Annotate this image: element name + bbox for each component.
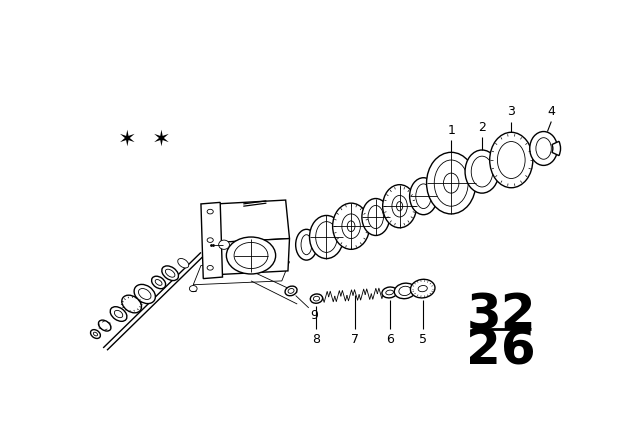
Text: 6: 6 — [386, 332, 394, 345]
Ellipse shape — [99, 320, 111, 331]
Polygon shape — [216, 200, 289, 242]
Ellipse shape — [310, 294, 323, 303]
Ellipse shape — [410, 178, 437, 215]
Ellipse shape — [362, 198, 390, 236]
Polygon shape — [193, 262, 289, 285]
Ellipse shape — [138, 289, 151, 300]
Text: 32: 32 — [467, 292, 536, 340]
Ellipse shape — [310, 215, 344, 258]
Text: 2: 2 — [478, 121, 486, 134]
Ellipse shape — [296, 229, 317, 260]
Ellipse shape — [490, 132, 533, 188]
Text: 1: 1 — [447, 124, 455, 137]
Ellipse shape — [444, 173, 459, 193]
Ellipse shape — [219, 240, 230, 250]
Ellipse shape — [427, 152, 476, 214]
Wedge shape — [552, 141, 561, 155]
Ellipse shape — [416, 184, 431, 208]
Ellipse shape — [314, 296, 319, 301]
Ellipse shape — [165, 269, 175, 277]
Ellipse shape — [134, 284, 156, 304]
Text: ✶  ✶: ✶ ✶ — [118, 130, 171, 150]
Ellipse shape — [536, 138, 551, 159]
Ellipse shape — [333, 203, 369, 250]
Ellipse shape — [316, 222, 337, 252]
Ellipse shape — [162, 266, 179, 280]
Ellipse shape — [110, 307, 127, 321]
Ellipse shape — [342, 214, 360, 238]
Ellipse shape — [435, 160, 468, 206]
Ellipse shape — [383, 185, 417, 228]
Ellipse shape — [207, 238, 213, 242]
Text: 5: 5 — [419, 332, 427, 345]
Ellipse shape — [178, 258, 189, 268]
Ellipse shape — [382, 287, 397, 298]
Ellipse shape — [234, 242, 268, 269]
Ellipse shape — [530, 132, 557, 165]
Text: 4: 4 — [547, 105, 556, 118]
Ellipse shape — [394, 283, 416, 299]
Text: 8: 8 — [312, 332, 321, 345]
Text: 9: 9 — [310, 310, 318, 323]
Ellipse shape — [497, 142, 525, 178]
Ellipse shape — [348, 221, 355, 232]
Ellipse shape — [288, 289, 294, 293]
Ellipse shape — [368, 206, 383, 228]
Ellipse shape — [399, 286, 411, 296]
Polygon shape — [215, 238, 289, 275]
Ellipse shape — [207, 209, 213, 214]
Text: 26: 26 — [467, 326, 536, 374]
Ellipse shape — [207, 266, 213, 270]
Ellipse shape — [301, 235, 312, 255]
Ellipse shape — [152, 276, 166, 289]
Ellipse shape — [285, 286, 297, 296]
Ellipse shape — [386, 290, 394, 295]
Ellipse shape — [397, 202, 403, 211]
Ellipse shape — [227, 237, 276, 274]
Ellipse shape — [418, 285, 428, 292]
Ellipse shape — [471, 156, 493, 187]
Ellipse shape — [392, 195, 407, 217]
Polygon shape — [201, 202, 223, 279]
Text: 3: 3 — [508, 105, 515, 118]
Ellipse shape — [410, 279, 435, 298]
Ellipse shape — [155, 280, 162, 285]
Ellipse shape — [465, 150, 499, 193]
Ellipse shape — [115, 310, 123, 318]
Text: 7: 7 — [351, 332, 359, 345]
Ellipse shape — [122, 295, 141, 313]
Ellipse shape — [93, 332, 97, 336]
Ellipse shape — [90, 330, 100, 338]
